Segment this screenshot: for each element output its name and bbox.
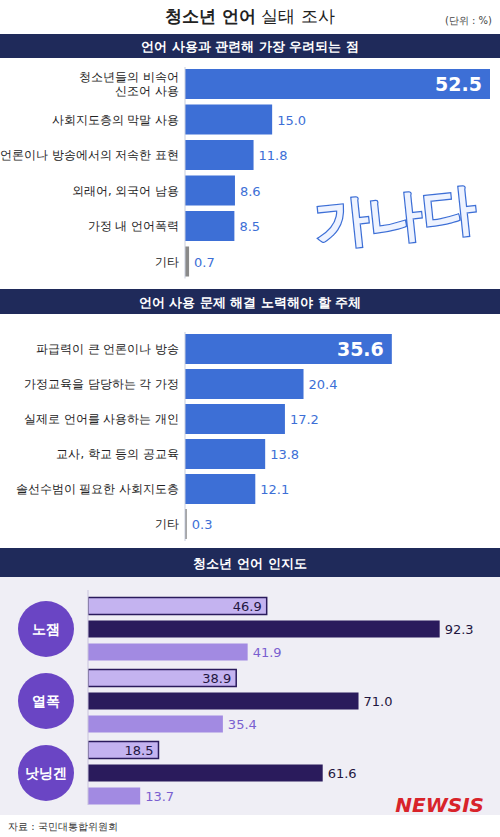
labels: 청소년들의 비속어신조어 사용 52.5 사회지도층의 막말 사용 15.0 언론이나 … [0, 70, 482, 270]
bars [185, 69, 490, 277]
value-label: 11.8 [259, 148, 288, 163]
category-line: 청소년들의 비속어 [79, 70, 179, 84]
bar [88, 670, 236, 687]
labels: 파급력이 큰 언론이나 방송 35.6 가정교육을 담당하는 각 가정 20.4 실제로… [16, 338, 384, 532]
value-label: 17.2 [290, 412, 319, 427]
title-word: 청소년 [165, 6, 216, 26]
bar [88, 598, 267, 615]
value-label: 18.5 [125, 743, 154, 758]
bar [185, 69, 490, 99]
category-badge [18, 745, 74, 801]
value-label: 8.6 [240, 184, 261, 199]
title-word: 실태 [256, 6, 295, 26]
logo: NEWSIS [395, 793, 484, 817]
bars [185, 334, 392, 539]
bar [185, 140, 254, 170]
value-label: 46.9 [233, 599, 262, 614]
category-badge [18, 673, 74, 729]
annotation-group: 가나다 [311, 177, 479, 257]
value-label: 13.7 [145, 789, 174, 804]
panel-header-bg [0, 289, 500, 314]
labels: 노잼 46.9 92.3 41.9 열폭 38.9 71.0 35.4 낫닝겐 18.5 61.6 1… [18, 599, 474, 804]
value-label: 38.9 [202, 671, 231, 686]
category-label: 사회지도층의 막말 사용 [52, 113, 179, 127]
panel-header-bg [0, 548, 500, 577]
category-label: 가정 내 언어폭력 [88, 219, 179, 233]
bar [185, 474, 255, 504]
category-label: 외래어, 외국어 남용 [72, 184, 179, 198]
value-label: 12.1 [260, 482, 289, 497]
category-line: 솔선수범이 필요한 사회지도층 [16, 482, 179, 496]
value-label: 71.0 [364, 694, 393, 709]
bar [88, 693, 359, 710]
category-label: 낫닝겐 [25, 765, 67, 781]
category-label: 언론이나 방송에서의 저속한 표현 [0, 148, 179, 162]
infographic: 청소년 언어 실태 조사 (단위 : %) 언어 사용과 관련해 가장 우려되는 점… [0, 0, 500, 837]
baseline [185, 332, 186, 541]
category-label: 파급력이 큰 언론이나 방송 [36, 342, 179, 356]
category-badge [18, 601, 74, 657]
panel-title: 청소년 언어 인지도 [193, 556, 306, 571]
title-word: 조사 [295, 6, 334, 26]
value-label: 0.3 [192, 517, 213, 532]
value-label: 61.6 [328, 766, 357, 781]
category-label: 기타 [155, 517, 179, 531]
category-label: 가정교육을 담당하는 각 가정 [24, 377, 179, 391]
value-label: 41.9 [253, 645, 282, 660]
category-line: 교사, 학교 등의 공교육 [56, 447, 179, 461]
value-label: 35.6 [337, 338, 384, 360]
value-label: 92.3 [445, 622, 474, 637]
bar [185, 369, 304, 399]
category-line: 기타 [155, 517, 179, 531]
bar [185, 334, 392, 364]
value-label: 13.8 [270, 447, 299, 462]
category-line: 실제로 언어를 사용하는 개인 [24, 412, 179, 426]
source: 자료 : 국민대통합위원회 [8, 821, 118, 832]
panel-title: 언어 사용 문제 해결 노력해야 할 주체 [139, 295, 361, 310]
category-label: 열폭 [32, 693, 60, 709]
panel-header-bg [0, 34, 500, 58]
bar [88, 621, 440, 638]
bar [88, 644, 248, 661]
value-label: 20.4 [309, 377, 338, 392]
category-line: 언론이나 방송에서의 저속한 표현 [0, 148, 179, 162]
category-line: 사회지도층의 막말 사용 [52, 113, 179, 127]
annotation: 가나다 [311, 177, 479, 257]
bar [88, 765, 323, 782]
category-label: 실제로 언어를 사용하는 개인 [24, 412, 179, 426]
category-line: 외래어, 외국어 남용 [72, 184, 179, 198]
bar [185, 211, 234, 241]
title-word: 언어 [216, 6, 256, 26]
value-label: 52.5 [435, 73, 482, 95]
bar [88, 716, 223, 733]
baseline [185, 67, 186, 279]
bar [185, 247, 189, 277]
category-line: 신조어 사용 [115, 84, 179, 98]
bar [185, 439, 265, 469]
bar [185, 105, 272, 135]
category-line: 파급력이 큰 언론이나 방송 [36, 342, 179, 356]
panel-title: 언어 사용과 관련해 가장 우려되는 점 [141, 39, 359, 54]
category-label: 노잼 [32, 621, 60, 637]
panel-bg [0, 577, 500, 815]
baseline [88, 590, 89, 805]
bar [185, 404, 285, 434]
bars [88, 598, 440, 805]
value-label: 15.0 [277, 113, 306, 128]
bar [88, 742, 158, 759]
main-title: 청소년 언어 실태 조사 [165, 6, 335, 26]
category-label: 기타 [155, 255, 179, 269]
category-label: 교사, 학교 등의 공교육 [56, 447, 179, 461]
category-line: 기타 [155, 255, 179, 269]
bar [185, 176, 235, 206]
category-label: 솔선수범이 필요한 사회지도층 [16, 482, 179, 496]
bar [88, 788, 140, 805]
category-line: 가정교육을 담당하는 각 가정 [24, 377, 179, 391]
value-label: 0.7 [194, 255, 215, 270]
category-line: 가정 내 언어폭력 [88, 219, 179, 233]
unit-label: (단위 : %) [445, 15, 492, 26]
value-label: 8.5 [239, 219, 260, 234]
category-label: 청소년들의 비속어신조어 사용 [79, 70, 179, 98]
value-label: 35.4 [228, 717, 257, 732]
